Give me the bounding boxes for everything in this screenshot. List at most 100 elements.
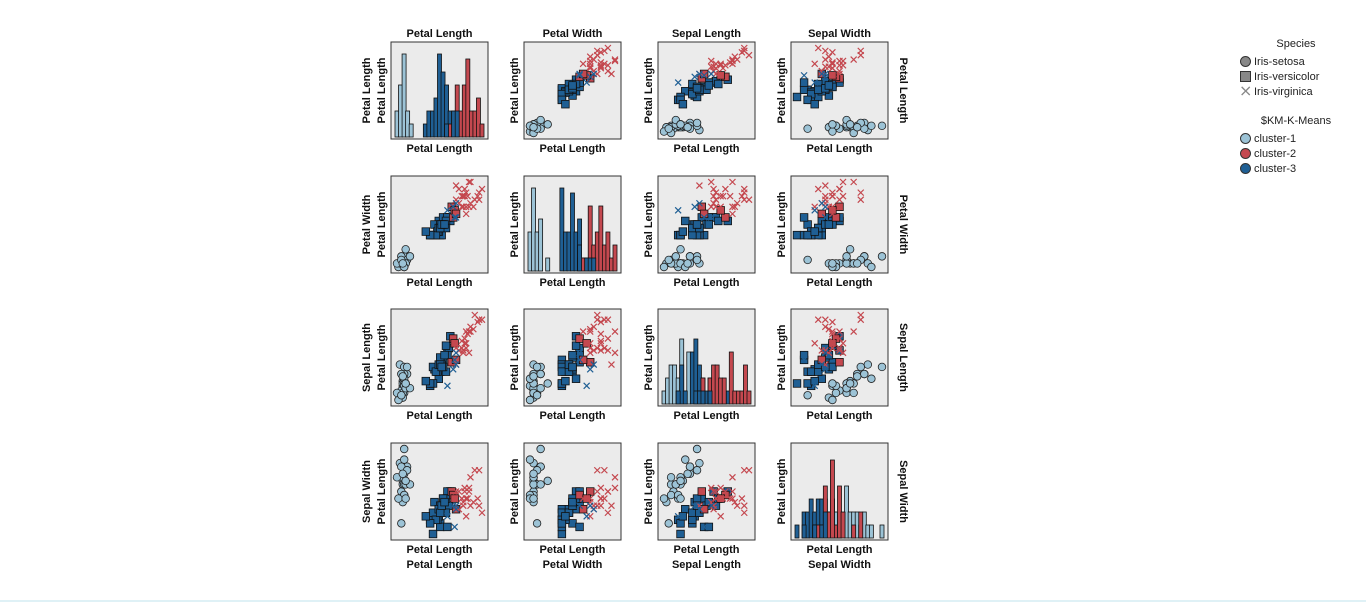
data-point <box>710 185 718 193</box>
data-point <box>458 203 466 211</box>
data-point <box>561 512 570 521</box>
data-point <box>803 95 812 105</box>
data-point <box>845 120 855 129</box>
data-point <box>850 328 858 335</box>
data-point <box>394 494 403 503</box>
data-point <box>700 213 708 221</box>
data-point <box>604 509 612 517</box>
data-point <box>452 488 460 495</box>
data-point <box>578 355 588 365</box>
data-point <box>717 512 725 520</box>
panel-y-label: Petal Length <box>776 458 788 524</box>
data-point <box>704 522 714 532</box>
histogram-bar <box>700 390 706 405</box>
data-point <box>692 494 702 503</box>
data-point <box>729 203 736 211</box>
data-point <box>583 79 591 87</box>
data-point <box>811 60 819 68</box>
panel-y-label: Petal Length <box>509 458 521 524</box>
row-label-right: Sepal Width <box>897 460 909 523</box>
data-point <box>459 192 467 200</box>
data-point <box>405 252 415 261</box>
histogram-bar <box>605 231 611 272</box>
data-point <box>593 344 601 352</box>
row-label-right: Petal Width <box>897 195 909 255</box>
data-point <box>877 362 887 372</box>
data-point <box>440 350 449 360</box>
data-point <box>586 57 594 65</box>
data-point <box>729 178 736 186</box>
panel-x-label: Petal Length <box>539 544 605 556</box>
data-point <box>401 494 410 503</box>
data-point <box>459 502 467 510</box>
data-point <box>461 185 469 193</box>
data-point <box>828 203 836 211</box>
data-point <box>529 372 538 381</box>
panel-y-label: Petal Length <box>509 191 521 257</box>
legend-item-virginica: Iris-virginica <box>1236 81 1356 100</box>
data-point <box>857 311 865 319</box>
data-point <box>401 379 410 388</box>
data-point <box>707 57 715 65</box>
panel-y-label: Petal Length <box>643 191 655 257</box>
data-point <box>659 494 669 503</box>
data-point <box>400 455 409 464</box>
data-point <box>699 69 709 79</box>
data-point <box>440 220 449 229</box>
data-point <box>576 71 584 79</box>
data-point <box>860 369 869 379</box>
data-point <box>451 355 461 365</box>
data-point <box>828 210 836 218</box>
data-point <box>593 51 601 59</box>
legend-item-setosa: Iris-setosa <box>1236 54 1356 69</box>
data-point <box>543 476 552 486</box>
data-point <box>611 473 619 481</box>
histogram-bar <box>476 97 481 138</box>
data-point <box>436 522 445 532</box>
data-point <box>458 192 466 200</box>
data-point <box>853 372 862 381</box>
data-point <box>659 262 669 272</box>
panel-x-label: Petal Length <box>539 277 605 289</box>
data-point <box>586 73 594 81</box>
data-point <box>803 255 812 265</box>
data-point <box>688 230 697 240</box>
data-point <box>821 63 829 71</box>
data-point <box>731 203 739 211</box>
data-point <box>877 121 887 130</box>
data-point <box>576 502 584 510</box>
histogram-bar <box>879 524 885 539</box>
legend-label: cluster-2 <box>1254 147 1297 160</box>
data-point <box>674 206 682 214</box>
histogram-bar <box>479 123 485 138</box>
column-label-bottom: Sepal Width <box>808 559 871 571</box>
data-point <box>799 85 809 94</box>
data-point <box>681 505 690 514</box>
data-point <box>678 227 688 236</box>
histogram-bar <box>591 257 597 272</box>
data-point <box>712 495 720 503</box>
data-point <box>452 361 460 369</box>
data-point <box>716 494 725 503</box>
data-point <box>867 262 876 272</box>
panel-x-label: Petal Length <box>673 410 739 422</box>
data-point <box>700 71 708 79</box>
data-point <box>571 374 581 383</box>
row-label-left: Sepal Length <box>361 323 373 392</box>
data-point <box>586 328 594 335</box>
data-point <box>853 123 862 132</box>
data-point <box>845 245 855 254</box>
column-label-top: Petal Length <box>406 28 472 40</box>
data-point <box>817 374 826 383</box>
row-label-right: Petal Length <box>897 57 909 123</box>
data-point <box>856 362 865 372</box>
data-point <box>575 334 584 343</box>
data-point <box>717 484 725 492</box>
data-point <box>849 388 858 398</box>
data-point <box>828 127 837 136</box>
data-point <box>695 199 703 207</box>
data-point <box>676 120 685 129</box>
panel-y-label: Petal Length <box>509 324 521 390</box>
legend-item-cluster-3: cluster-3 <box>1236 161 1356 176</box>
data-point <box>688 515 697 525</box>
